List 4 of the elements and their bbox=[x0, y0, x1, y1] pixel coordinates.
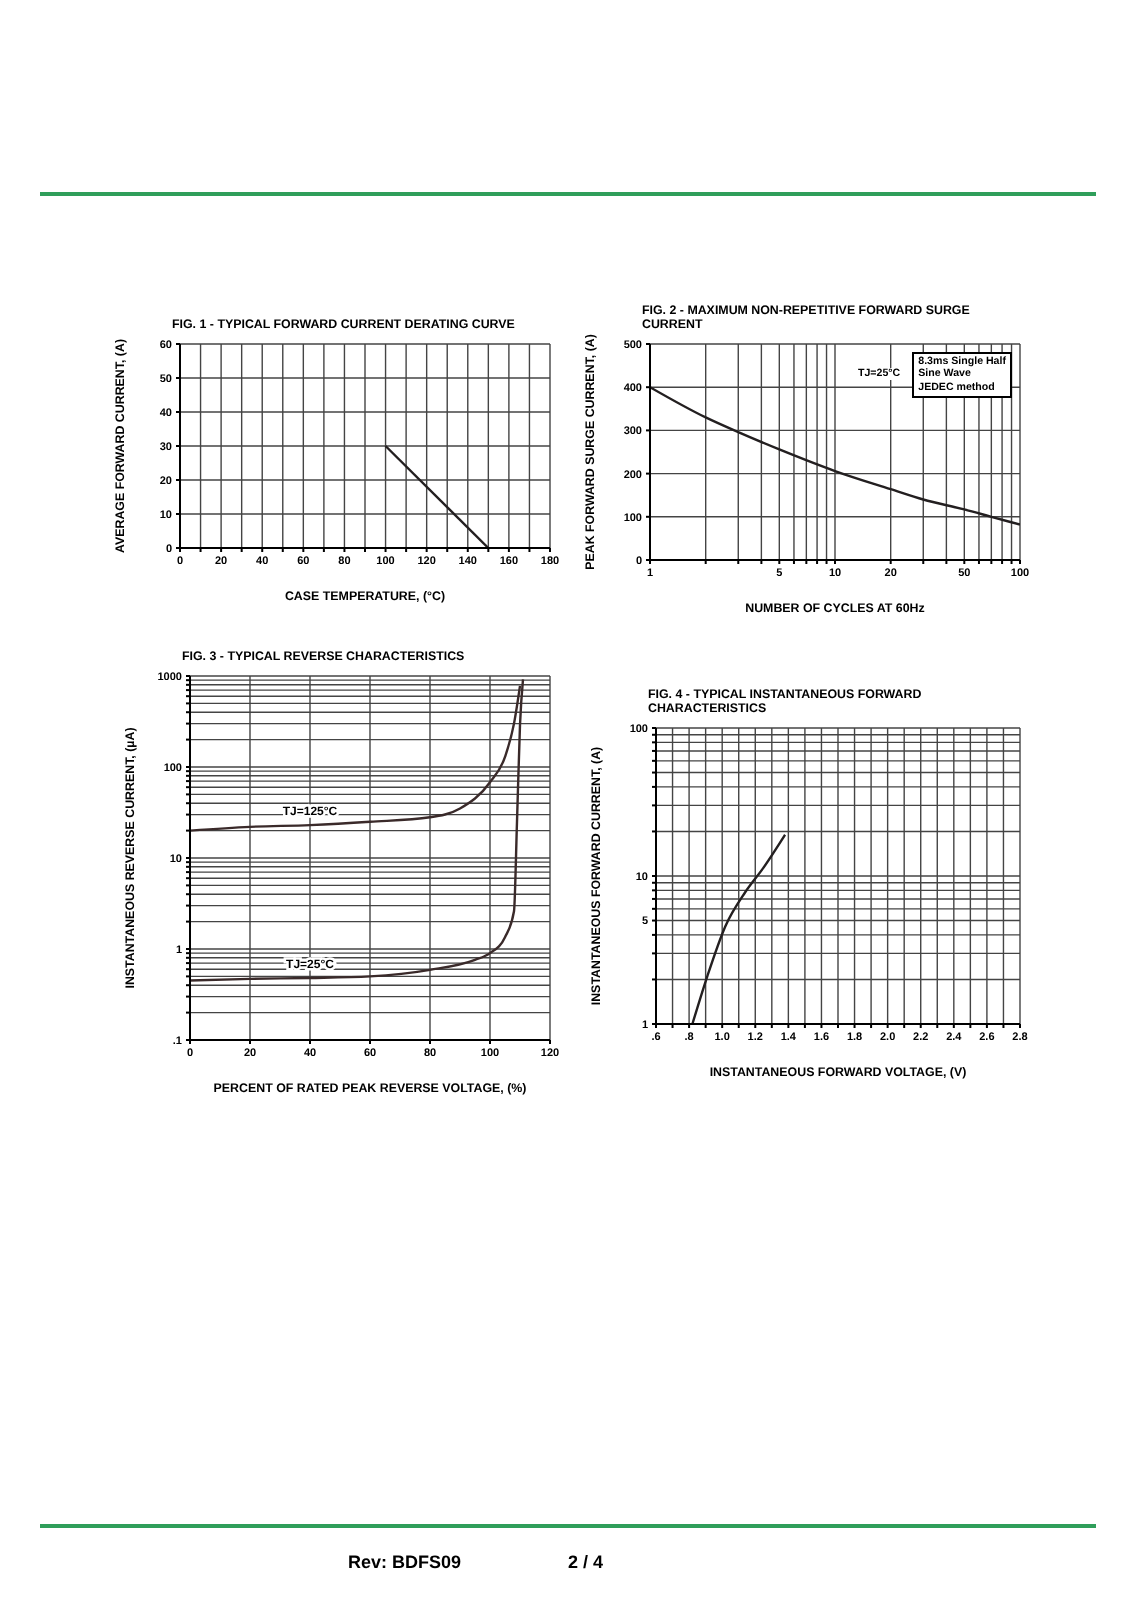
line-series bbox=[190, 678, 525, 982]
text: Rev: BDFS09 bbox=[348, 1552, 462, 1572]
line-series bbox=[691, 833, 787, 1024]
text: 2 / 4 bbox=[568, 1552, 604, 1572]
